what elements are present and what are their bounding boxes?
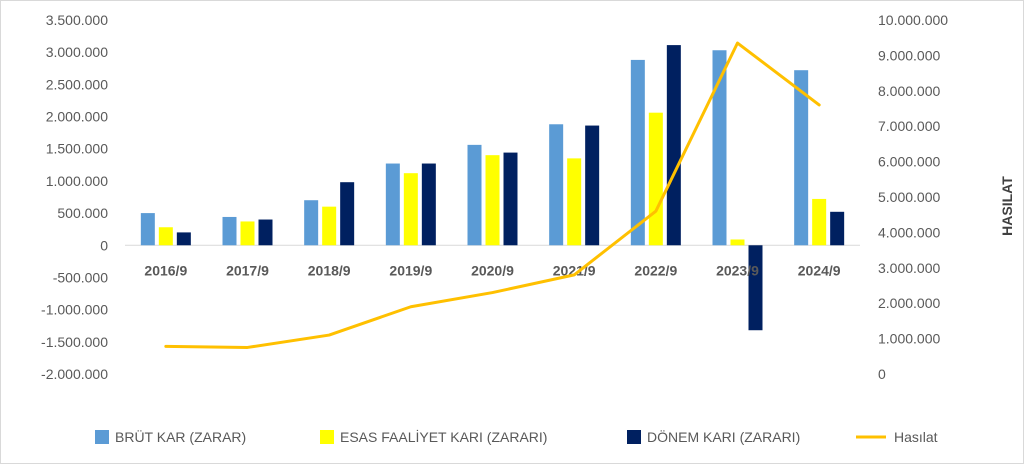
- right-tick-label: 7.000.000: [878, 118, 940, 134]
- left-tick-label: -1.000.000: [41, 302, 108, 318]
- right-tick-label: 6.000.000: [878, 154, 940, 170]
- left-tick-label: 3.500.000: [46, 12, 108, 28]
- category-label: 2018/9: [308, 262, 351, 278]
- left-tick-label: 500.000: [57, 205, 108, 221]
- bar-0-2021/9: [549, 124, 564, 246]
- bar-1-2022/9: [648, 112, 663, 246]
- left-tick-label: -2.000.000: [41, 366, 108, 382]
- left-tick-label: -1.500.000: [41, 334, 108, 350]
- line-series-group: [164, 41, 821, 349]
- bar-2-2016/9: [176, 232, 191, 246]
- bar-2-2019/9: [421, 163, 436, 246]
- category-label: 2020/9: [471, 262, 514, 278]
- right-tick-label: 10.000.000: [878, 12, 948, 28]
- bar-0-2023/9: [712, 50, 727, 246]
- left-tick-label: 0: [100, 237, 108, 253]
- left-tick-label: 3.000.000: [46, 44, 108, 60]
- bar-0-2016/9: [140, 213, 155, 246]
- bar-1-2021/9: [567, 158, 582, 246]
- left-tick-label: 1.500.000: [46, 141, 108, 157]
- legend: BRÜT KAR (ZARAR) ESAS FAALİYET KARI (ZARA…: [95, 428, 938, 445]
- right-tick-label: 1.000.000: [878, 331, 940, 347]
- right-axis: 10.000.000 9.000.000 8.000.000 7.000.000 6.0…: [878, 12, 948, 382]
- left-axis: 3.500.000 3.000.000 2.500.000 2.000.000 1.50…: [41, 12, 108, 382]
- category-label: 2017/9: [226, 262, 269, 278]
- category-label: 2023/9: [716, 262, 759, 278]
- bar-series-group: [140, 45, 845, 331]
- bar-0-2022/9: [630, 59, 645, 246]
- right-tick-label: 2.000.000: [878, 295, 940, 311]
- bar-2-2023/9: [748, 245, 763, 331]
- legend-label: Hasılat: [894, 429, 938, 445]
- bar-1-2020/9: [485, 155, 500, 246]
- bar-1-2023/9: [730, 239, 745, 246]
- bar-2-2017/9: [258, 219, 273, 246]
- right-axis-title: HASILAT: [999, 176, 1015, 236]
- category-label: 2016/9: [144, 262, 187, 278]
- bar-2-2024/9: [830, 211, 845, 246]
- legend-swatch: [320, 430, 334, 444]
- legend-label: DÖNEM KARI (ZARARI): [647, 428, 800, 445]
- bar-1-2019/9: [403, 173, 418, 246]
- legend-swatch: [627, 430, 641, 444]
- left-tick-label: -500.000: [53, 269, 108, 285]
- right-tick-label: 3.000.000: [878, 260, 940, 276]
- left-tick-label: 1.000.000: [46, 173, 108, 189]
- category-labels: 2016/9 2017/9 2018/9 2019/9 2020/9 2021/9 2022…: [144, 262, 840, 278]
- bar-1-2017/9: [240, 221, 255, 246]
- category-label: 2019/9: [389, 262, 432, 278]
- legend-label: BRÜT KAR (ZARAR): [115, 428, 246, 445]
- category-label: 2024/9: [798, 262, 841, 278]
- right-tick-label: 9.000.000: [878, 47, 940, 63]
- left-tick-label: 2.500.000: [46, 76, 108, 92]
- bar-1-2018/9: [322, 206, 337, 246]
- right-tick-label: 0: [878, 366, 886, 382]
- bar-2-2022/9: [666, 45, 681, 246]
- category-label: 2022/9: [634, 262, 677, 278]
- right-tick-label: 5.000.000: [878, 189, 940, 205]
- bar-2-2018/9: [340, 182, 355, 246]
- right-tick-label: 8.000.000: [878, 83, 940, 99]
- bar-1-2016/9: [158, 227, 173, 246]
- bar-0-2018/9: [304, 200, 319, 246]
- bar-0-2020/9: [467, 144, 482, 246]
- right-tick-label: 4.000.000: [878, 224, 940, 240]
- left-tick-label: 2.000.000: [46, 109, 108, 125]
- bar-2-2020/9: [503, 152, 518, 246]
- line-series-hasilat: [164, 41, 821, 349]
- bar-0-2024/9: [794, 70, 809, 246]
- bar-0-2017/9: [222, 216, 237, 246]
- bar-2-2021/9: [585, 125, 600, 246]
- legend-label: ESAS FAALİYET KARI (ZARARI): [340, 428, 547, 445]
- bar-0-2019/9: [385, 163, 400, 246]
- legend-swatch: [95, 430, 109, 444]
- bar-1-2024/9: [812, 198, 827, 246]
